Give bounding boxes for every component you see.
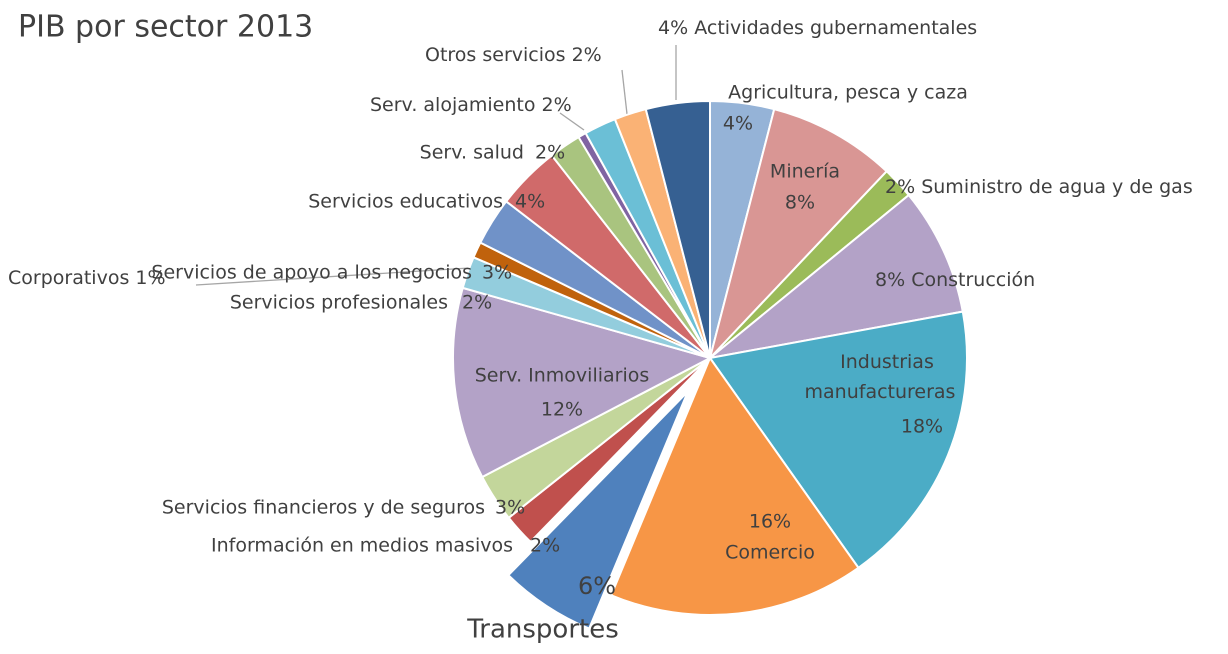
category-label: Información en medios masivos: [211, 535, 513, 557]
label-part: 8%: [875, 269, 905, 291]
value-label: 2%: [462, 292, 492, 314]
category-label: Serv. Inmoviliarios: [475, 365, 650, 387]
value-label: 8%: [785, 192, 815, 214]
category-label: Servicios financieros y de seguros: [162, 497, 485, 519]
category-label: Servicios educativos: [308, 191, 503, 213]
category-label: Agricultura, pesca y caza: [728, 82, 968, 104]
slice-label: 8% Construcción: [875, 269, 1035, 291]
label-part: 1%: [135, 267, 165, 289]
leader-line: [195, 267, 470, 286]
slice-label: 2% Suministro de agua y de gas: [885, 176, 1193, 198]
pie-slice: [708, 310, 968, 570]
label-part: 4%: [658, 17, 688, 39]
value-label: 2%: [530, 535, 560, 557]
pie-slice: [709, 107, 889, 359]
pie-slice: [506, 390, 689, 630]
label-line: manufactureras: [805, 381, 956, 403]
leader-line: [559, 112, 585, 131]
value-label: 3%: [482, 262, 512, 284]
category-label: Transportes: [466, 615, 619, 645]
label-part: Construcción: [911, 269, 1035, 291]
category-label: Comercio: [725, 542, 815, 564]
value-label: 4%: [723, 113, 753, 135]
value-label: 2%: [535, 142, 565, 164]
category-label: Servicios de apoyo a los negocios: [151, 262, 472, 284]
category-label: Minería: [770, 161, 840, 183]
pie-slice: [609, 355, 860, 616]
label-part: 2%: [572, 44, 602, 66]
slice-label: 4% Actividades gubernamentales: [658, 17, 977, 39]
value-label: 12%: [541, 399, 583, 421]
chart-title: PIB por sector 2013: [18, 10, 313, 45]
value-label: 4%: [515, 191, 545, 213]
category-label: Servicios profesionales: [230, 292, 448, 314]
pie-slice: [644, 99, 711, 359]
slice-label: Serv. alojamiento 2%: [370, 94, 572, 116]
value-label: 18%: [901, 416, 943, 438]
category-label: Industrias manufactureras: [805, 351, 956, 403]
label-line: Industrias: [840, 351, 940, 373]
slice-label: Otros servicios 2%: [425, 44, 602, 66]
label-part: Serv. alojamiento: [370, 94, 535, 116]
label-part: Otros servicios: [425, 44, 566, 66]
category-label: Serv. salud: [420, 142, 524, 164]
label-part: Corporativos: [8, 267, 129, 289]
label-part: 2%: [542, 94, 572, 116]
value-label: 16%: [749, 511, 791, 533]
label-part: Actividades gubernamentales: [694, 17, 977, 39]
pie-slice: [709, 193, 964, 359]
label-part: Suministro de agua y de gas: [921, 176, 1193, 198]
slice-label: Corporativos 1%: [8, 267, 166, 289]
label-part: 2%: [885, 176, 915, 198]
value-label: 6%: [578, 572, 616, 600]
leader-line: [621, 69, 628, 115]
value-label: 3%: [495, 497, 525, 519]
pie-slice: [452, 286, 713, 479]
